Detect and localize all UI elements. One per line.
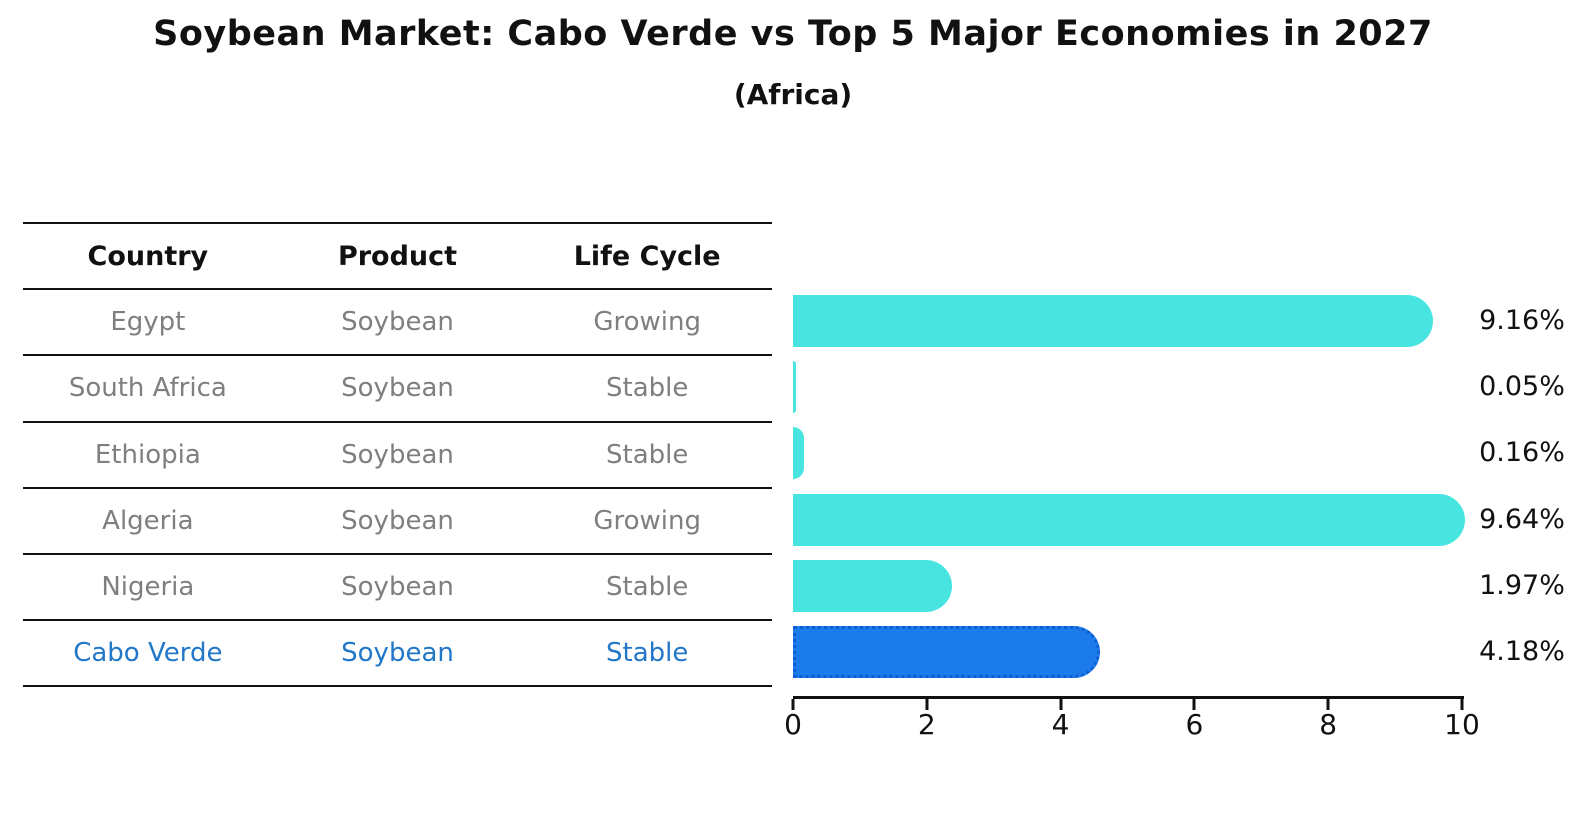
country-cell: Egypt [110,307,186,338]
value-label: 1.97% [1479,569,1565,601]
bar-plot-area [793,288,1513,685]
value-label: 0.16% [1479,437,1565,469]
x-axis-tick-label: 0 [784,708,802,741]
x-axis-tick-mark [791,699,795,710]
bar-row [793,487,1513,553]
life-cycle-cell: Stable [606,439,689,470]
table-row: Cabo Verde Soybean Stable [23,619,772,685]
x-axis-tick-label: 6 [1185,708,1204,741]
value-label: 4.18% [1479,635,1565,667]
table-row: Egypt Soybean Growing [23,288,772,354]
table-row: Ethiopia Soybean Stable [23,420,772,487]
table-row: Algeria Soybean Growing [23,486,772,553]
comparison-table: Country Product Life Cycle Egypt Soybean Grow… [23,222,772,688]
x-axis-tick-label: 2 [917,708,936,741]
x-axis-tick-mark [1326,699,1330,710]
value-label: 0.05% [1479,371,1565,403]
bar-row [793,288,1513,354]
bar-highlight [793,625,1100,678]
value-label-column: 9.16% 0.05% 0.16% 9.64% 1.97% 4.18% [1466,288,1578,685]
product-cell: Soybean [341,572,454,603]
life-cycle-cell: Growing [593,505,701,536]
bar [793,559,952,612]
bar [793,361,797,414]
product-cell: Soybean [341,638,454,669]
bar-row [793,619,1513,685]
product-cell: Soybean [341,439,454,470]
product-cell: Soybean [341,505,454,536]
life-cycle-cell: Stable [606,572,689,603]
x-axis-line [793,696,1464,699]
product-cell: Soybean [341,373,454,404]
country-cell: Cabo Verde [73,638,223,669]
bar-row [793,553,1513,619]
life-cycle-cell: Growing [593,307,701,338]
table-header-row: Country Product Life Cycle [23,222,772,288]
value-label: 9.64% [1479,503,1565,535]
x-axis-tick-mark [1460,699,1464,710]
bar-row [793,420,1513,486]
chart-subtitle: (Africa) [733,78,853,111]
table-row: South Africa Soybean Stable [23,354,772,420]
life-cycle-cell: Stable [606,638,689,669]
bar-row [793,354,1513,420]
country-cell: South Africa [68,373,227,404]
country-cell: Algeria [102,505,194,536]
life-cycle-cell: Stable [606,373,689,404]
column-header: Product [337,240,458,272]
x-axis-tick-mark [925,699,929,710]
column-header: Life Cycle [573,240,721,272]
x-axis-tick-label: 10 [1444,708,1480,741]
chart-title: Soybean Market: Cabo Verde vs Top 5 Majo… [153,14,1433,54]
x-axis-tick-label: 8 [1319,708,1338,741]
x-axis-tick-mark [1059,699,1063,710]
product-cell: Soybean [341,307,454,338]
x-axis-tick-mark [1192,699,1196,710]
x-axis-tick-label: 4 [1051,708,1070,741]
table-row: Nigeria Soybean Stable [23,552,772,619]
country-cell: Ethiopia [94,439,201,470]
country-cell: Nigeria [101,572,195,603]
column-header: Country [87,240,209,272]
bar [793,427,804,480]
value-label: 9.16% [1479,305,1565,336]
bar [793,493,1465,546]
bar [793,295,1433,347]
